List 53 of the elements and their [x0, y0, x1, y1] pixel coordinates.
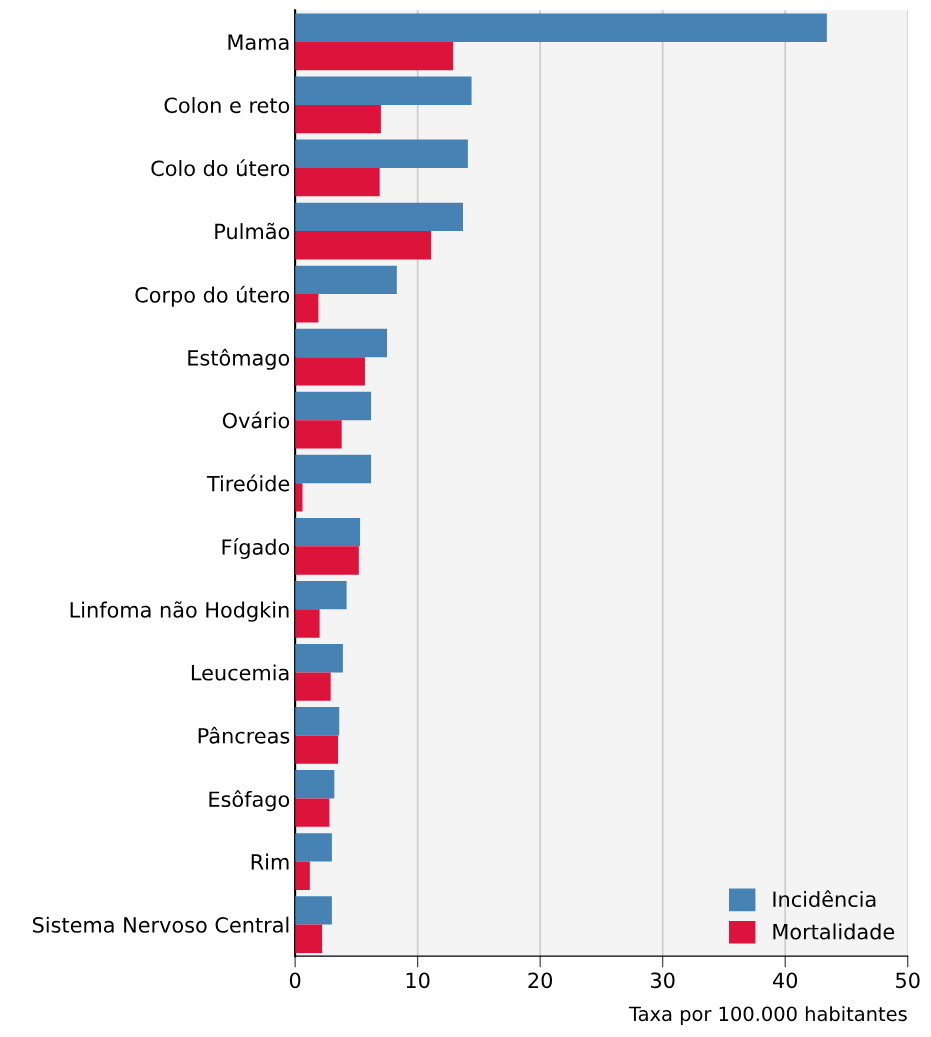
y-tick-label: Colon e reto	[164, 97, 290, 114]
y-tick-label: Rim	[251, 853, 289, 870]
bar	[295, 454, 372, 484]
bar	[295, 104, 381, 134]
y-tick-label: Corpo do útero	[135, 285, 290, 307]
bar	[295, 202, 463, 232]
bar	[295, 546, 359, 575]
bar	[295, 391, 372, 421]
legend-label: Mortalidade	[773, 923, 895, 940]
x-tick-label: 20	[528, 972, 553, 989]
bar	[295, 924, 323, 953]
bar	[295, 609, 320, 638]
bar	[295, 672, 331, 701]
y-tick-label: Esôfago	[209, 790, 290, 812]
bar	[295, 328, 388, 358]
y-tick-label: Mama	[228, 34, 289, 51]
bar	[295, 13, 827, 42]
y-tick-label: Leucemia	[191, 664, 289, 681]
bar	[295, 798, 330, 827]
bar	[295, 644, 343, 673]
x-tick-label: 30	[651, 972, 675, 989]
y-tick-label: Ovário	[222, 411, 290, 429]
bar	[295, 41, 454, 71]
bar	[295, 76, 472, 105]
y-tick-label: Tireóide	[206, 474, 290, 492]
y-tick-label: Pulmão	[215, 222, 290, 240]
y-tick-label: Fígado	[222, 537, 290, 559]
bar	[295, 833, 332, 862]
bar	[295, 231, 432, 260]
bar	[295, 357, 365, 386]
bar	[295, 735, 339, 764]
bar	[295, 707, 340, 736]
y-tick-label: Linfoma não Hodgkin	[70, 601, 289, 622]
bar	[295, 139, 468, 168]
y-tick-label: Colo do útero	[151, 159, 290, 177]
x-tick-label: 40	[772, 972, 798, 989]
y-tick-label: Estômago	[188, 348, 290, 370]
bar	[295, 861, 310, 890]
bar	[295, 265, 397, 295]
bar	[295, 770, 335, 799]
legend-label: Incidência	[773, 890, 876, 908]
bar	[295, 167, 380, 197]
x-tick-label: 10	[406, 972, 430, 989]
y-tick-label: Pâncreas	[198, 726, 290, 744]
y-tick-label: Sistema Nervoso Central	[32, 916, 289, 933]
bar	[295, 580, 347, 610]
bar	[295, 896, 332, 925]
x-tick-label: 0	[289, 972, 301, 989]
x-axis-title: Taxa por 100.000 habitantes	[628, 1006, 907, 1025]
bar	[295, 420, 342, 449]
bar	[295, 517, 361, 547]
x-tick-label: 50	[896, 972, 920, 989]
bar	[295, 294, 319, 323]
